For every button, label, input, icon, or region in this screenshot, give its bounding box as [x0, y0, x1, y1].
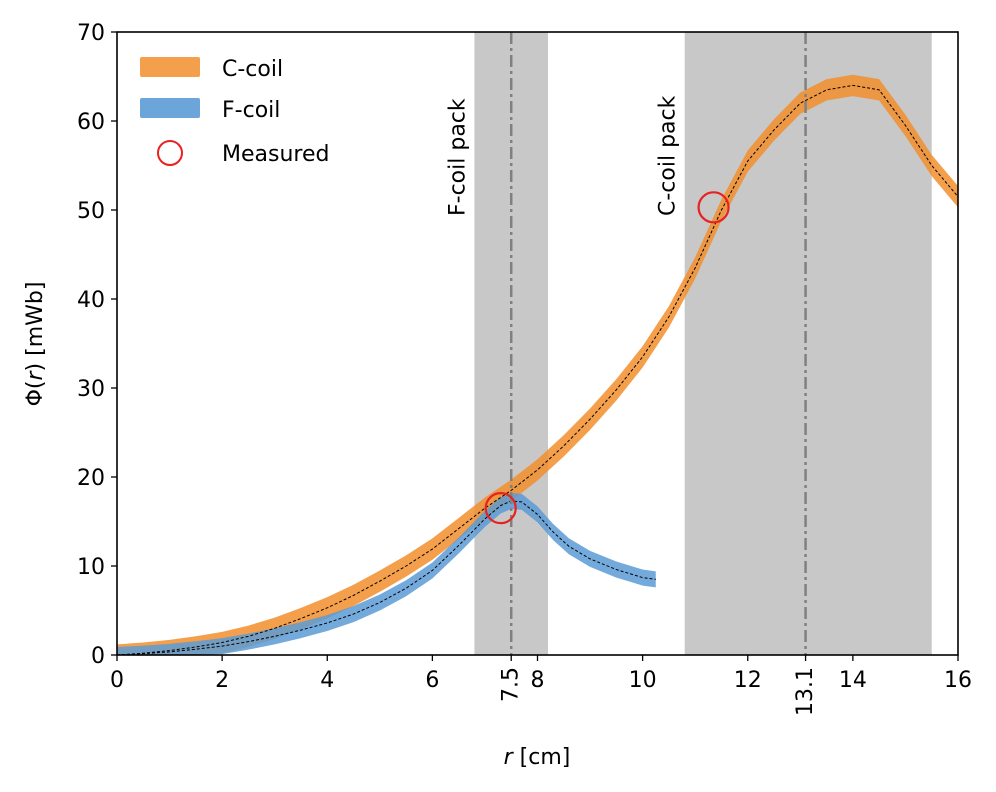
y-axis-ticks: 0 10 20 30 40 50 60 70: [77, 21, 117, 669]
x-tick-label: 4: [320, 668, 334, 693]
measured-point-1: [484, 492, 517, 525]
legend-label-measured: Measured: [222, 142, 329, 167]
legend-marker-measured: [157, 140, 183, 166]
shaded-regions: [474, 32, 932, 655]
measured-point-2: [697, 191, 730, 224]
legend-label-f-coil: F-coil: [222, 98, 280, 123]
x-tick-label: 14: [839, 668, 867, 693]
shaded-region-c-coil: [684, 32, 932, 655]
y-axis-suffix: ) [mWb]: [23, 282, 48, 372]
x-tick-label: 12: [734, 668, 762, 693]
y-tick-label: 30: [77, 377, 105, 402]
x-tick-label: 16: [944, 668, 972, 693]
pack-label-f-coil: F-coil pack: [445, 98, 470, 216]
x-tick-label-extra: 7.5: [499, 667, 524, 702]
measured-points: [484, 191, 730, 525]
x-tick-label: 0: [110, 668, 124, 693]
y-tick-label: 60: [77, 110, 105, 135]
fit-line-c-coil: [116, 84, 959, 656]
y-tick-label: 0: [91, 644, 105, 669]
y-axis-prefix: Φ(: [23, 381, 48, 407]
legend-label-c-coil: C-coil: [222, 57, 283, 82]
coil-center-lines: [509, 32, 807, 655]
fit-lines: [116, 84, 959, 656]
pack-label-c-coil: C-coil pack: [656, 95, 681, 216]
x-tick-label: 2: [215, 668, 229, 693]
fit-line-f-coil: [116, 500, 656, 656]
y-tick-label: 40: [77, 288, 105, 313]
y-tick-label: 20: [77, 466, 105, 491]
legend-swatch-c-coil: [140, 57, 200, 77]
y-tick-label: 70: [77, 21, 105, 46]
x-tick-label: 8: [531, 668, 545, 693]
x-axis-ticks: 0 2 4 6 8 10 12 14 16 7.5 13.1: [110, 655, 972, 716]
x-axis-var: r: [504, 745, 515, 770]
x-tick-label-extra: 13.1: [793, 667, 818, 716]
legend-swatch-f-coil: [140, 98, 200, 118]
y-tick-label: 10: [77, 555, 105, 580]
x-axis-label: r [cm]: [504, 745, 571, 770]
pack-labels: F-coil pack C-coil pack: [445, 95, 680, 216]
legend: C-coil F-coil Measured: [140, 57, 329, 167]
x-axis-unit: [cm]: [513, 745, 571, 770]
x-tick-label: 10: [629, 668, 657, 693]
y-tick-label: 50: [77, 199, 105, 224]
x-tick-label: 6: [425, 668, 439, 693]
y-axis-label: Φ(r) [mWb]: [23, 282, 48, 407]
y-axis-var: r: [23, 370, 48, 381]
